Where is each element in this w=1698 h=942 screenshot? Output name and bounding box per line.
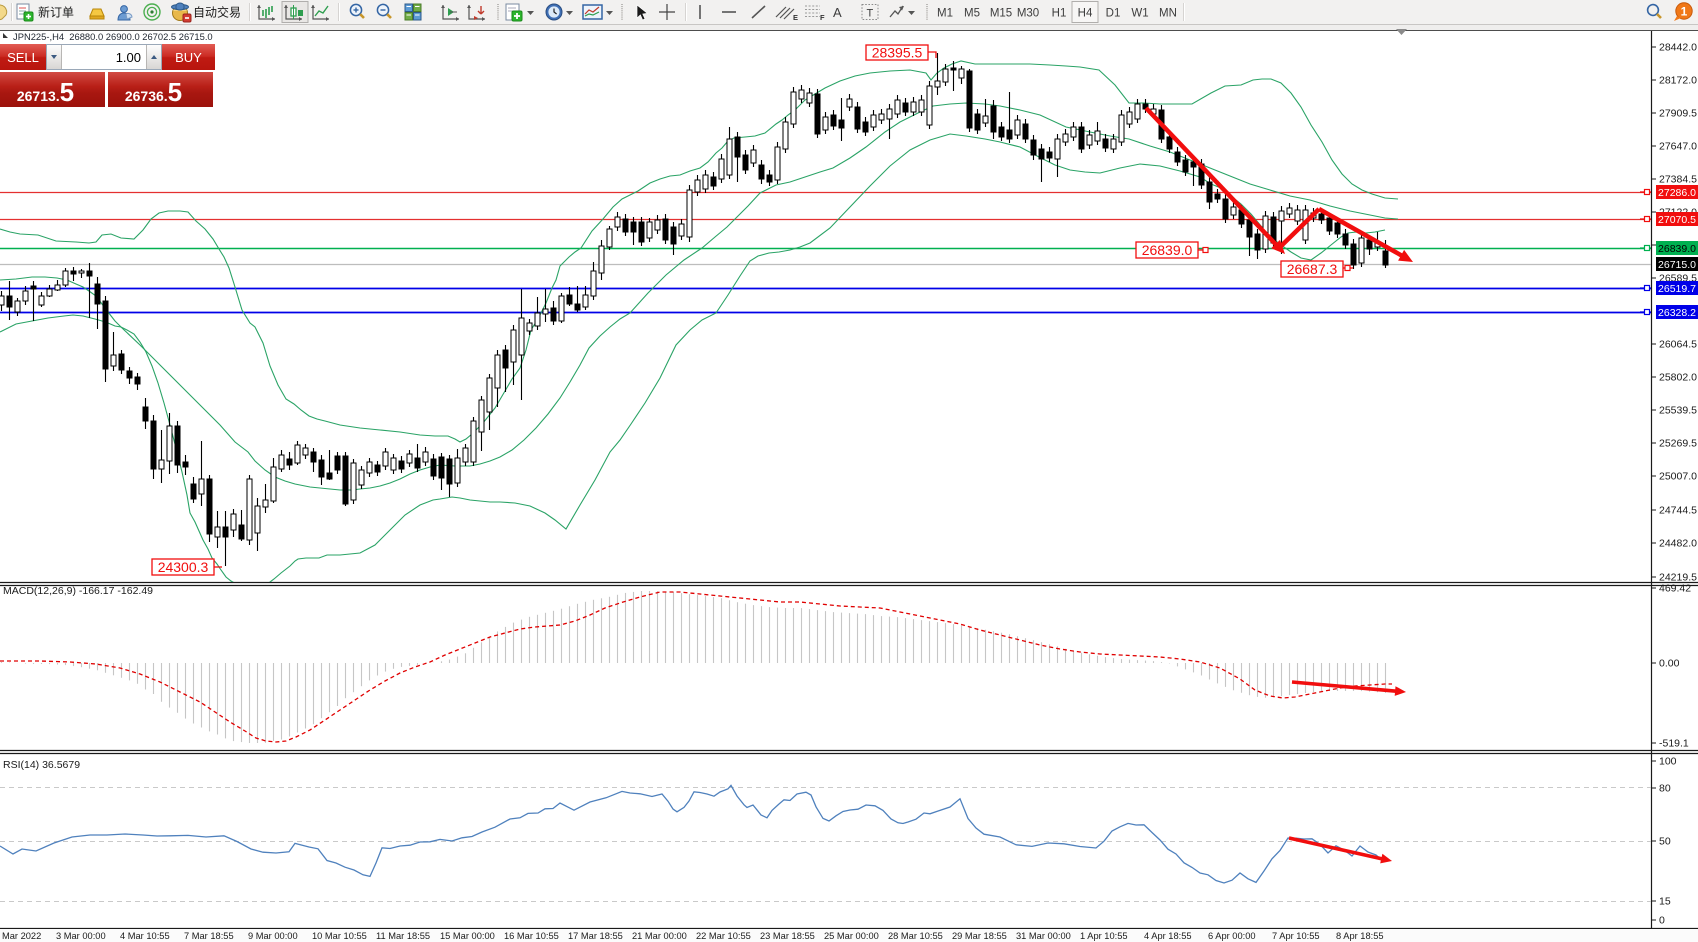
svg-text:27384.5: 27384.5 <box>1659 174 1697 186</box>
svg-text:Mar 2022: Mar 2022 <box>2 931 41 941</box>
svg-text:新订单: 新订单 <box>38 5 74 20</box>
svg-text:4 Mar 10:55: 4 Mar 10:55 <box>120 931 170 941</box>
svg-text:E: E <box>793 13 798 22</box>
svg-text:26519.7: 26519.7 <box>1658 283 1696 295</box>
svg-text:29 Mar 18:55: 29 Mar 18:55 <box>952 931 1007 941</box>
svg-text:M15: M15 <box>990 8 1012 20</box>
svg-text:M1: M1 <box>937 8 953 20</box>
svg-text:100: 100 <box>1659 756 1677 768</box>
svg-text:JPN225-,H4 26880.0 26900.0 26: JPN225-,H4 26880.0 26900.0 26702.5 26715… <box>13 31 213 42</box>
svg-text:7 Mar 18:55: 7 Mar 18:55 <box>184 931 234 941</box>
svg-text:自动交易: 自动交易 <box>193 5 241 20</box>
svg-text:0.00: 0.00 <box>1659 658 1680 670</box>
svg-text:24744.5: 24744.5 <box>1659 505 1697 517</box>
svg-text:0: 0 <box>1659 915 1665 927</box>
svg-text:80: 80 <box>1659 783 1671 795</box>
svg-text:28395.5: 28395.5 <box>872 45 923 61</box>
svg-text:27647.0: 27647.0 <box>1659 141 1697 153</box>
svg-text:M5: M5 <box>964 8 980 20</box>
svg-text:25802.0: 25802.0 <box>1659 372 1697 384</box>
svg-text:15 Mar 00:00: 15 Mar 00:00 <box>440 931 495 941</box>
svg-text:25539.5: 25539.5 <box>1659 405 1697 417</box>
svg-text:A: A <box>833 5 842 20</box>
svg-text:25 Mar 00:00: 25 Mar 00:00 <box>824 931 879 941</box>
svg-text:1: 1 <box>1681 5 1688 19</box>
svg-text:27286.0: 27286.0 <box>1658 187 1696 199</box>
svg-text:26064.5: 26064.5 <box>1659 339 1697 351</box>
svg-text:25007.0: 25007.0 <box>1659 471 1697 483</box>
svg-text:1 Apr 10:55: 1 Apr 10:55 <box>1080 931 1128 941</box>
svg-text:RSI(14) 36.5679: RSI(14) 36.5679 <box>3 759 80 771</box>
svg-text:H1: H1 <box>1052 8 1067 20</box>
svg-text:469.42: 469.42 <box>1659 583 1691 595</box>
svg-text:7 Apr 10:55: 7 Apr 10:55 <box>1272 931 1320 941</box>
svg-text:27909.5: 27909.5 <box>1659 108 1697 120</box>
svg-text:4 Apr 18:55: 4 Apr 18:55 <box>1144 931 1192 941</box>
svg-text:27070.5: 27070.5 <box>1658 214 1696 226</box>
svg-text:24482.0: 24482.0 <box>1659 538 1697 550</box>
svg-text:T: T <box>867 8 874 20</box>
svg-text:W1: W1 <box>1131 8 1148 20</box>
svg-text:MN: MN <box>1159 8 1177 20</box>
svg-text:26839.0: 26839.0 <box>1142 242 1193 258</box>
svg-text:M30: M30 <box>1017 8 1039 20</box>
svg-text:28442.0: 28442.0 <box>1659 42 1697 54</box>
svg-text:3 Mar 00:00: 3 Mar 00:00 <box>56 931 106 941</box>
svg-text:26328.2: 26328.2 <box>1658 307 1696 319</box>
svg-text:28 Mar 10:55: 28 Mar 10:55 <box>888 931 943 941</box>
svg-text:15: 15 <box>1659 896 1671 908</box>
svg-text:24219.5: 24219.5 <box>1659 572 1697 584</box>
svg-text:F: F <box>820 13 825 22</box>
svg-text:H4: H4 <box>1078 8 1093 20</box>
svg-text:22 Mar 10:55: 22 Mar 10:55 <box>696 931 751 941</box>
svg-text:8 Apr 18:55: 8 Apr 18:55 <box>1336 931 1384 941</box>
svg-text:25269.5: 25269.5 <box>1659 438 1697 450</box>
svg-text:26839.0: 26839.0 <box>1658 243 1696 255</box>
svg-text:9 Mar 00:00: 9 Mar 00:00 <box>248 931 298 941</box>
svg-text:31 Mar 00:00: 31 Mar 00:00 <box>1016 931 1071 941</box>
svg-text:17 Mar 18:55: 17 Mar 18:55 <box>568 931 623 941</box>
svg-text:-519.1: -519.1 <box>1659 738 1689 750</box>
svg-text:28172.0: 28172.0 <box>1659 75 1697 87</box>
svg-text:50: 50 <box>1659 836 1671 848</box>
svg-text:6 Apr 00:00: 6 Apr 00:00 <box>1208 931 1256 941</box>
svg-text:21 Mar 00:00: 21 Mar 00:00 <box>632 931 687 941</box>
svg-text:11 Mar 18:55: 11 Mar 18:55 <box>376 931 430 941</box>
svg-text:23 Mar 18:55: 23 Mar 18:55 <box>760 931 815 941</box>
svg-text:10 Mar 10:55: 10 Mar 10:55 <box>312 931 367 941</box>
svg-text:26687.3: 26687.3 <box>1287 261 1338 277</box>
svg-text:26715.0: 26715.0 <box>1658 259 1696 271</box>
svg-text:16 Mar 10:55: 16 Mar 10:55 <box>504 931 559 941</box>
svg-text:MACD(12,26,9) -166.17 -162.49: MACD(12,26,9) -166.17 -162.49 <box>3 585 153 597</box>
svg-text:D1: D1 <box>1106 8 1121 20</box>
svg-text:24300.3: 24300.3 <box>158 559 209 575</box>
